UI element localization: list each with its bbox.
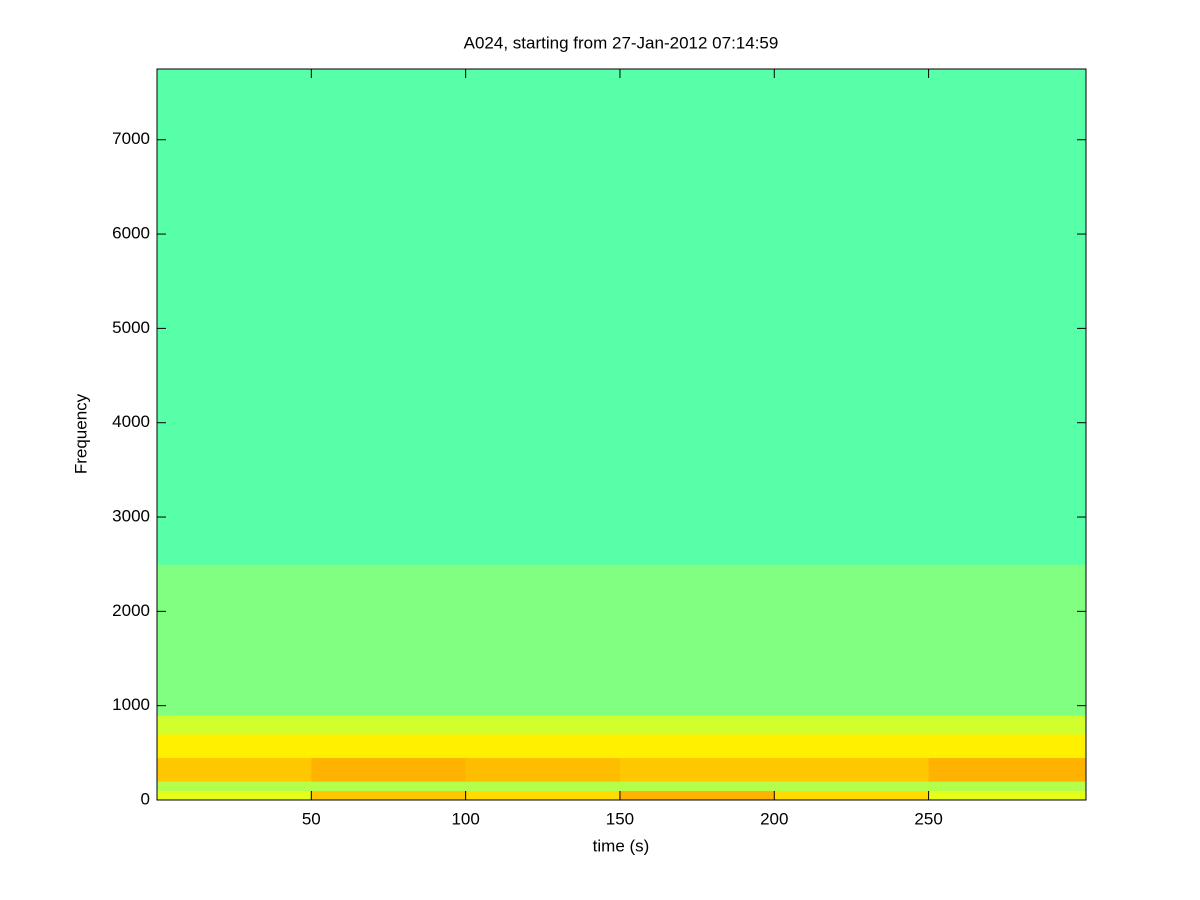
y-tick-label: 0	[141, 789, 150, 808]
y-tick-label: 1000	[112, 695, 150, 714]
y-tick-label: 6000	[112, 224, 150, 243]
heatmap-cell	[465, 715, 621, 735]
axes-frame	[156, 68, 1087, 801]
x-axis-label: time (s)	[593, 836, 650, 855]
heatmap-cell	[774, 69, 930, 565]
heatmap-cell	[619, 69, 775, 565]
heatmap-cell	[157, 715, 312, 735]
heatmap-cell	[774, 781, 930, 792]
x-tick-label: 150	[606, 809, 634, 828]
heatmap-cell	[928, 733, 1087, 759]
heatmap-cell	[465, 564, 621, 716]
heatmap-cell	[928, 69, 1087, 565]
y-tick-label: 4000	[112, 412, 150, 431]
heatmap-cell	[774, 790, 930, 801]
heatmap-cell	[311, 733, 467, 759]
y-tick-label: 2000	[112, 601, 150, 620]
heatmap-cell	[311, 790, 467, 801]
heatmap-cell	[157, 564, 312, 716]
heatmap-cell	[619, 781, 775, 792]
heatmap-cell	[465, 790, 621, 801]
heatmap-cell	[928, 757, 1087, 782]
heatmap-cell	[619, 757, 775, 782]
x-tick-label: 100	[451, 809, 479, 828]
heatmap-cell	[928, 790, 1087, 801]
heatmap-cell	[311, 757, 467, 782]
heatmap-cell	[311, 564, 467, 716]
heatmap-cell	[157, 69, 312, 565]
x-tick-label: 200	[760, 809, 788, 828]
heatmap-cell	[311, 715, 467, 735]
heatmap-cell	[465, 733, 621, 759]
heatmap-cell	[774, 733, 930, 759]
y-axis-label: Frequency	[71, 393, 90, 474]
y-tick-label: 3000	[112, 507, 150, 526]
chart-title: A024, starting from 27-Jan-2012 07:14:59	[464, 33, 779, 52]
y-tick-label: 5000	[112, 318, 150, 337]
heatmap-cell	[774, 757, 930, 782]
heatmap-cell	[157, 781, 312, 792]
heatmap-cell	[465, 757, 621, 782]
heatmap-cell	[157, 757, 312, 782]
heatmap-cell	[619, 790, 775, 801]
heatmap-cell	[465, 781, 621, 792]
y-tick-label: 7000	[112, 129, 150, 148]
heatmap-cell	[928, 715, 1087, 735]
heatmap-cell	[619, 715, 775, 735]
heatmap-cell	[157, 733, 312, 759]
heatmap-cell	[928, 564, 1087, 716]
heatmap-cell	[619, 564, 775, 716]
heatmap-cell	[928, 781, 1087, 792]
heatmap-cell	[465, 69, 621, 565]
x-tick-label: 250	[914, 809, 942, 828]
heatmap-cell	[619, 733, 775, 759]
heatmap-cell	[774, 715, 930, 735]
heatmap-cell	[311, 69, 467, 565]
heatmap-cell	[157, 790, 312, 801]
x-tick-label: 50	[302, 809, 321, 828]
heatmap-cell	[311, 781, 467, 792]
heatmap-cell	[774, 564, 930, 716]
